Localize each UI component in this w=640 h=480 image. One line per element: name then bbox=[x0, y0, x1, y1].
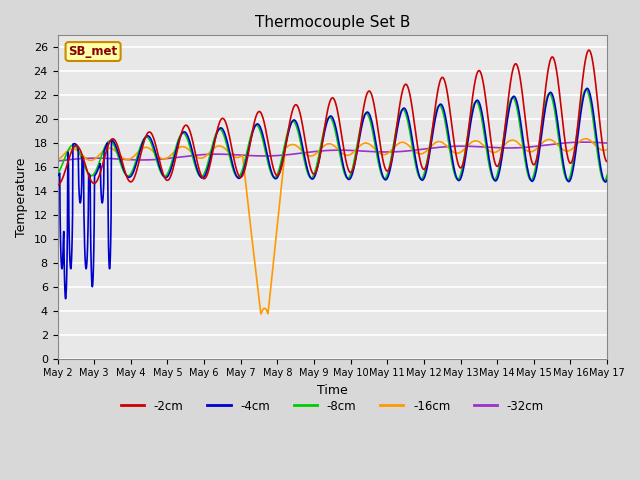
Legend: -2cm, -4cm, -8cm, -16cm, -32cm: -2cm, -4cm, -8cm, -16cm, -32cm bbox=[116, 395, 548, 417]
X-axis label: Time: Time bbox=[317, 384, 348, 397]
Text: SB_met: SB_met bbox=[68, 45, 118, 58]
Title: Thermocouple Set B: Thermocouple Set B bbox=[255, 15, 410, 30]
Y-axis label: Temperature: Temperature bbox=[15, 157, 28, 237]
